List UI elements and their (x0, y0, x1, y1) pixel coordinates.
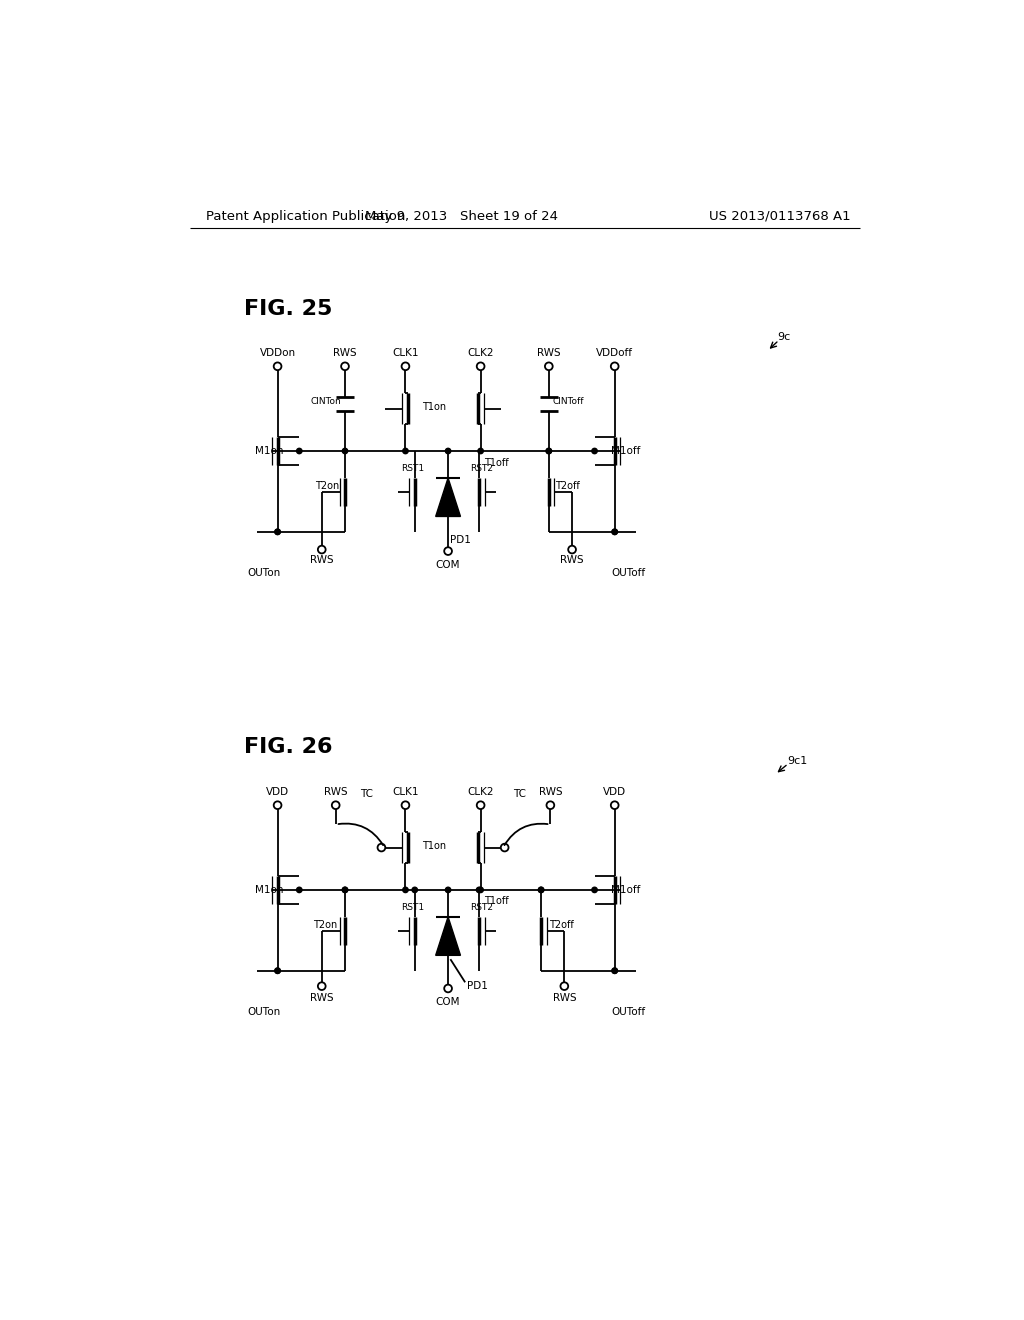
Circle shape (612, 968, 617, 973)
Text: T1on: T1on (422, 841, 445, 851)
Circle shape (274, 968, 281, 973)
Text: COM: COM (436, 997, 461, 1007)
Text: RST1: RST1 (400, 903, 424, 912)
Circle shape (539, 887, 544, 892)
Text: 9c1: 9c1 (786, 755, 807, 766)
Circle shape (546, 449, 552, 454)
Text: FIG. 25: FIG. 25 (245, 298, 333, 318)
Text: VDDoff: VDDoff (596, 348, 633, 358)
Text: CLK1: CLK1 (392, 787, 419, 797)
Text: T1on: T1on (422, 403, 445, 412)
Text: RST1: RST1 (400, 465, 424, 473)
Circle shape (476, 887, 481, 892)
Text: RWS: RWS (539, 787, 562, 797)
Text: T1off: T1off (484, 458, 509, 467)
Polygon shape (435, 917, 461, 956)
Text: CLK2: CLK2 (467, 787, 494, 797)
Text: OUToff: OUToff (611, 1007, 646, 1016)
Text: RWS: RWS (310, 993, 334, 1003)
Circle shape (297, 887, 302, 892)
Circle shape (612, 968, 617, 973)
Text: CLK2: CLK2 (467, 348, 494, 358)
Text: 9c: 9c (777, 333, 791, 342)
Text: US 2013/0113768 A1: US 2013/0113768 A1 (710, 210, 851, 223)
Text: CINToff: CINToff (553, 397, 585, 407)
Circle shape (274, 968, 281, 973)
Circle shape (592, 887, 597, 892)
Polygon shape (435, 478, 461, 516)
Text: M1off: M1off (611, 884, 640, 895)
Circle shape (592, 449, 597, 454)
Text: RWS: RWS (560, 556, 584, 565)
Text: RWS: RWS (333, 348, 356, 358)
Circle shape (445, 887, 451, 892)
Circle shape (342, 887, 348, 892)
Circle shape (412, 887, 418, 892)
Text: M1on: M1on (255, 884, 283, 895)
Text: RWS: RWS (537, 348, 560, 358)
Text: T2off: T2off (549, 920, 573, 929)
Text: T2on: T2on (313, 920, 337, 929)
Text: M1off: M1off (611, 446, 640, 455)
Text: OUTon: OUTon (247, 1007, 281, 1016)
Circle shape (402, 887, 409, 892)
Text: VDDon: VDDon (259, 348, 296, 358)
Text: Patent Application Publication: Patent Application Publication (206, 210, 404, 223)
Text: CLK1: CLK1 (392, 348, 419, 358)
Text: PD1: PD1 (467, 981, 488, 991)
Text: CINTon: CINTon (310, 397, 341, 407)
Text: May 9, 2013   Sheet 19 of 24: May 9, 2013 Sheet 19 of 24 (365, 210, 558, 223)
Circle shape (539, 887, 544, 892)
Text: T2on: T2on (314, 480, 339, 491)
Text: RST2: RST2 (470, 465, 493, 473)
Text: T1off: T1off (484, 896, 509, 907)
Circle shape (342, 887, 348, 892)
Text: RWS: RWS (310, 556, 334, 565)
Text: PD1: PD1 (451, 535, 471, 545)
Text: RWS: RWS (553, 993, 577, 1003)
Circle shape (297, 449, 302, 454)
Circle shape (612, 529, 617, 535)
Text: VDD: VDD (603, 787, 627, 797)
Text: T2off: T2off (555, 480, 580, 491)
Text: RWS: RWS (324, 787, 347, 797)
Text: RST2: RST2 (470, 903, 493, 912)
Circle shape (402, 449, 409, 454)
Circle shape (612, 529, 617, 535)
Text: FIG. 26: FIG. 26 (245, 738, 333, 758)
Text: VDD: VDD (266, 787, 289, 797)
Text: TC: TC (360, 788, 373, 799)
Circle shape (546, 449, 552, 454)
Circle shape (342, 449, 348, 454)
Text: COM: COM (436, 560, 461, 570)
Text: OUTon: OUTon (247, 568, 281, 578)
Circle shape (445, 449, 451, 454)
Circle shape (274, 529, 281, 535)
Text: TC: TC (513, 788, 526, 799)
Circle shape (478, 887, 483, 892)
Text: M1on: M1on (255, 446, 283, 455)
Circle shape (274, 529, 281, 535)
Text: OUToff: OUToff (611, 568, 646, 578)
Circle shape (478, 449, 483, 454)
